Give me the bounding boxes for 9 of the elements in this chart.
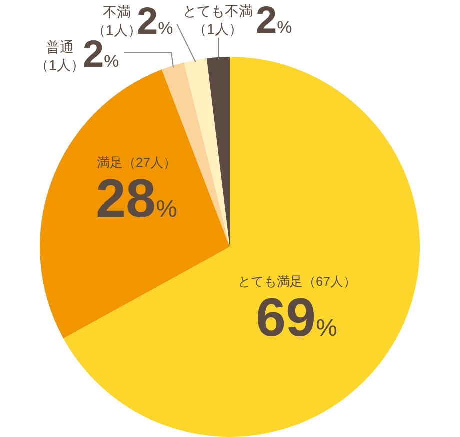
- pie-slice: [184, 58, 230, 247]
- slice-label: とても不満（1人）: [183, 3, 253, 38]
- slice-label: 満足（27人）: [97, 155, 176, 170]
- data-label: 2%: [256, 0, 292, 42]
- data-label: 69%: [256, 288, 338, 348]
- slice-label: 普通（1人）: [35, 39, 85, 74]
- data-label: 28%: [96, 169, 178, 229]
- slice-label: とても満足（67人）: [238, 274, 356, 289]
- pie-slice: [206, 57, 230, 247]
